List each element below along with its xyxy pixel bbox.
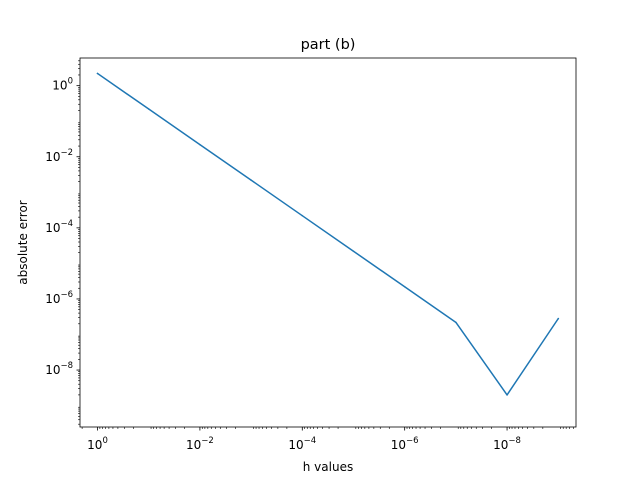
- x-tick-label: 10−4: [288, 436, 316, 452]
- y-tick-label-base: 10: [45, 292, 60, 306]
- axes-frame: [79, 57, 577, 428]
- series-group: [96, 72, 560, 396]
- x-tick-label: 100: [87, 436, 108, 452]
- data-point: [147, 108, 150, 110]
- x-tick-label-exponent: −6: [406, 436, 419, 446]
- data-point: [301, 214, 304, 217]
- x-tick-label-exponent: −4: [304, 436, 317, 446]
- y-tick-label-exponent: −8: [60, 361, 73, 371]
- data-point: [96, 72, 99, 75]
- data-point: [250, 179, 252, 181]
- chart-title: part (b): [301, 37, 356, 53]
- data-point: [199, 143, 201, 146]
- x-tick-label: 10−6: [391, 436, 419, 452]
- x-tick-label-base: 10: [186, 438, 201, 452]
- data-point: [403, 286, 406, 288]
- x-tick-label-base: 10: [87, 438, 102, 452]
- x-tick-label-base: 10: [288, 438, 303, 452]
- y-tick-label-base: 10: [45, 150, 60, 164]
- y-tick-label-exponent: 0: [68, 77, 73, 87]
- data-point: [352, 250, 355, 252]
- y-tick-label: 10−2: [45, 148, 73, 164]
- y-tick-label-exponent: −2: [60, 148, 73, 158]
- y-tick-label: 10−4: [45, 219, 73, 235]
- y-tick-label: 10−6: [45, 290, 73, 306]
- y-tick-label-exponent: −4: [60, 219, 73, 229]
- data-point: [455, 321, 457, 324]
- x-tick-label-base: 10: [391, 438, 406, 452]
- series-line: [96, 72, 560, 396]
- y-tick-label: 100: [52, 77, 73, 93]
- y-axis-label: absolute error: [16, 200, 30, 285]
- x-tick-label-exponent: −8: [508, 436, 521, 446]
- y-tick-label-exponent: −6: [60, 290, 73, 300]
- x-axis-label: h values: [303, 460, 353, 474]
- x-tick-label: 10−8: [493, 436, 521, 452]
- data-point: [506, 394, 508, 396]
- x-tick-label-base: 10: [493, 438, 508, 452]
- y-tick-label-base: 10: [45, 363, 60, 377]
- x-tick-label: 10−2: [186, 436, 214, 452]
- data-point: [557, 317, 559, 320]
- x-tick-label-exponent: −2: [201, 436, 214, 446]
- y-tick-label: 10−8: [45, 361, 73, 377]
- y-tick-label-base: 10: [52, 79, 67, 93]
- y-tick-label-base: 10: [45, 221, 60, 235]
- x-tick-label-exponent: 0: [102, 436, 107, 446]
